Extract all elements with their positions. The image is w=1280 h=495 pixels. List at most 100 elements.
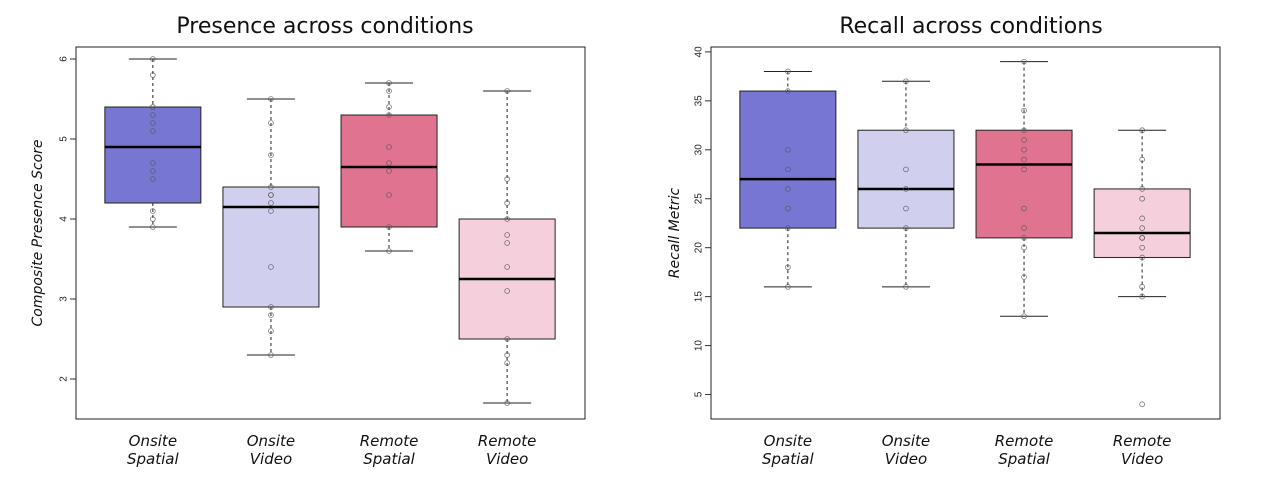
y-tick-label: 3	[59, 296, 70, 302]
box-iqr	[1093, 188, 1191, 258]
data-point	[386, 88, 392, 94]
data-point	[268, 200, 274, 206]
chart-panel-2: Recall across conditions Recall Metric 5 10…	[667, 14, 1221, 468]
y-tick-label: 5	[694, 391, 705, 397]
data-point	[268, 312, 274, 318]
box-iqr	[104, 106, 202, 204]
data-point	[386, 104, 392, 110]
x-category-label-line2: Spatial	[363, 450, 415, 468]
data-point	[504, 400, 510, 406]
x-category-label-line2: Video	[885, 450, 927, 468]
data-point	[1139, 401, 1145, 408]
data-point	[150, 208, 156, 214]
y-axis-label: Recall Metric	[667, 188, 683, 279]
data-point	[785, 264, 791, 271]
data-point	[1021, 235, 1027, 241]
x-category-label-line1: Onsite	[247, 432, 295, 450]
data-point	[386, 168, 392, 174]
data-point	[785, 88, 791, 94]
x-category-label-line2: Video	[250, 450, 292, 468]
data-point	[785, 205, 791, 212]
data-point	[504, 216, 510, 222]
data-point	[1139, 293, 1145, 300]
data-point	[150, 104, 156, 110]
y-tick-label: 15	[694, 291, 705, 303]
data-point	[1021, 205, 1027, 212]
x-category-label-line1: Remote	[478, 432, 537, 450]
plot-frame	[710, 46, 1221, 420]
chart-title: Recall across conditions	[839, 14, 1102, 39]
data-point	[268, 120, 274, 126]
data-point	[504, 288, 510, 294]
data-point	[785, 225, 791, 231]
data-point	[268, 192, 274, 198]
data-point	[150, 72, 156, 78]
y-tick-label: 2	[59, 376, 70, 382]
data-point	[785, 186, 791, 192]
y-tick-label: 6	[59, 56, 70, 62]
x-category-label-line1: Onsite	[129, 432, 177, 450]
data-point	[1021, 313, 1027, 320]
data-point	[903, 166, 909, 173]
data-point	[903, 186, 909, 192]
data-point	[1139, 235, 1145, 241]
data-point	[903, 78, 909, 85]
data-point	[150, 168, 156, 174]
data-point	[1139, 225, 1145, 231]
data-point	[504, 200, 510, 206]
data-point	[1139, 215, 1145, 222]
data-point	[1139, 156, 1145, 163]
data-point	[1139, 254, 1145, 261]
data-point	[504, 336, 510, 342]
data-point	[504, 360, 510, 366]
data-point	[785, 68, 791, 75]
box-iqr	[975, 129, 1073, 239]
data-point	[1021, 225, 1027, 231]
y-tick-label: 10	[694, 340, 705, 352]
data-point	[386, 224, 392, 230]
data-point	[504, 88, 510, 94]
data-point	[504, 176, 510, 182]
data-point	[785, 146, 791, 153]
data-point	[268, 352, 274, 358]
y-tick-label: 4	[59, 216, 70, 222]
data-point	[1139, 244, 1145, 251]
x-category-label-line2: Spatial	[127, 450, 179, 468]
data-point	[268, 184, 274, 190]
data-point	[268, 152, 274, 158]
data-point	[268, 96, 274, 102]
x-category-label-line1: Remote	[360, 432, 419, 450]
data-point	[268, 208, 274, 214]
data-point	[1021, 146, 1027, 153]
y-tick-label: 5	[59, 136, 70, 142]
data-point	[1021, 244, 1027, 251]
data-point	[386, 248, 392, 254]
data-point	[504, 352, 510, 358]
x-category-label-line2: Spatial	[998, 450, 1050, 468]
data-point	[1021, 166, 1027, 173]
data-point	[150, 160, 156, 166]
data-point	[268, 264, 274, 270]
plot-frame	[75, 46, 586, 420]
data-point	[150, 120, 156, 126]
y-tick-label: 30	[694, 144, 705, 156]
data-point	[150, 224, 156, 230]
y-tick-label: 20	[694, 242, 705, 254]
data-point	[1139, 195, 1145, 202]
chart-title: Presence across conditions	[176, 14, 473, 39]
data-point	[785, 166, 791, 173]
x-category-label-line2: Spatial	[762, 450, 814, 468]
x-category-label-line1: Onsite	[882, 432, 930, 450]
y-tick-label: 35	[694, 95, 705, 107]
chart-panel-1: Presence across conditions Composite Pres…	[30, 14, 586, 468]
y-tick-label: 25	[694, 193, 705, 205]
box-iqr	[739, 90, 837, 229]
x-category-label-line1: Onsite	[764, 432, 812, 450]
data-point	[386, 80, 392, 86]
data-point	[1139, 127, 1145, 134]
data-point	[1021, 137, 1027, 143]
box-iqr	[340, 114, 438, 228]
data-point	[1021, 156, 1027, 163]
data-point	[386, 160, 392, 166]
